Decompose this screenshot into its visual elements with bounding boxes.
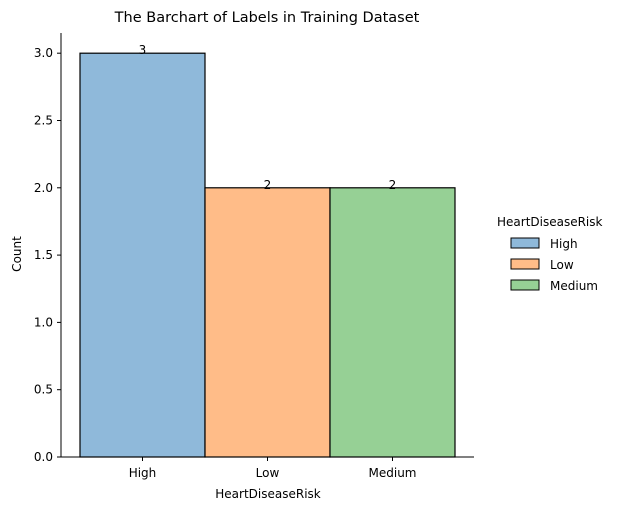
- y-tick-label: 0.5: [34, 383, 53, 397]
- legend-label-high: High: [550, 237, 578, 251]
- legend-swatch-low: [510, 258, 540, 270]
- legend: HeartDiseaseRisk High Low Medium: [497, 215, 603, 293]
- legend-swatch-high: [510, 237, 540, 249]
- bar-medium: [329, 187, 456, 458]
- x-axis: High Low Medium: [61, 456, 474, 480]
- y-tick-label: 3.0: [34, 46, 53, 60]
- y-tick-label: 1.0: [34, 315, 53, 329]
- chart-title: The Barchart of Labels in Training Datas…: [114, 10, 420, 26]
- bar-high: [79, 52, 206, 458]
- x-tick-label-low: Low: [256, 466, 280, 480]
- data-label-low: 2: [264, 178, 272, 192]
- bars-group: 3 2 2: [79, 43, 456, 458]
- y-tick-label: 2.0: [34, 181, 53, 195]
- y-tick-label: 2.5: [34, 113, 53, 127]
- y-tick-label: 1.5: [34, 248, 53, 262]
- y-axis: 0.0 0.5 1.0 1.5 2.0 2.5 3.0: [34, 33, 62, 464]
- x-tick-label-high: High: [129, 466, 157, 480]
- legend-label-low: Low: [550, 258, 574, 272]
- x-tick-label-medium: Medium: [369, 466, 417, 480]
- y-axis-label: Count: [10, 236, 24, 272]
- x-axis-label: HeartDiseaseRisk: [215, 487, 321, 501]
- bar-low: [204, 187, 331, 458]
- data-label-high: 3: [139, 43, 147, 57]
- data-label-medium: 2: [389, 178, 397, 192]
- legend-label-medium: Medium: [550, 279, 598, 293]
- y-tick-label: 0.0: [34, 450, 53, 464]
- legend-swatch-medium: [510, 279, 540, 291]
- legend-title: HeartDiseaseRisk: [497, 215, 603, 229]
